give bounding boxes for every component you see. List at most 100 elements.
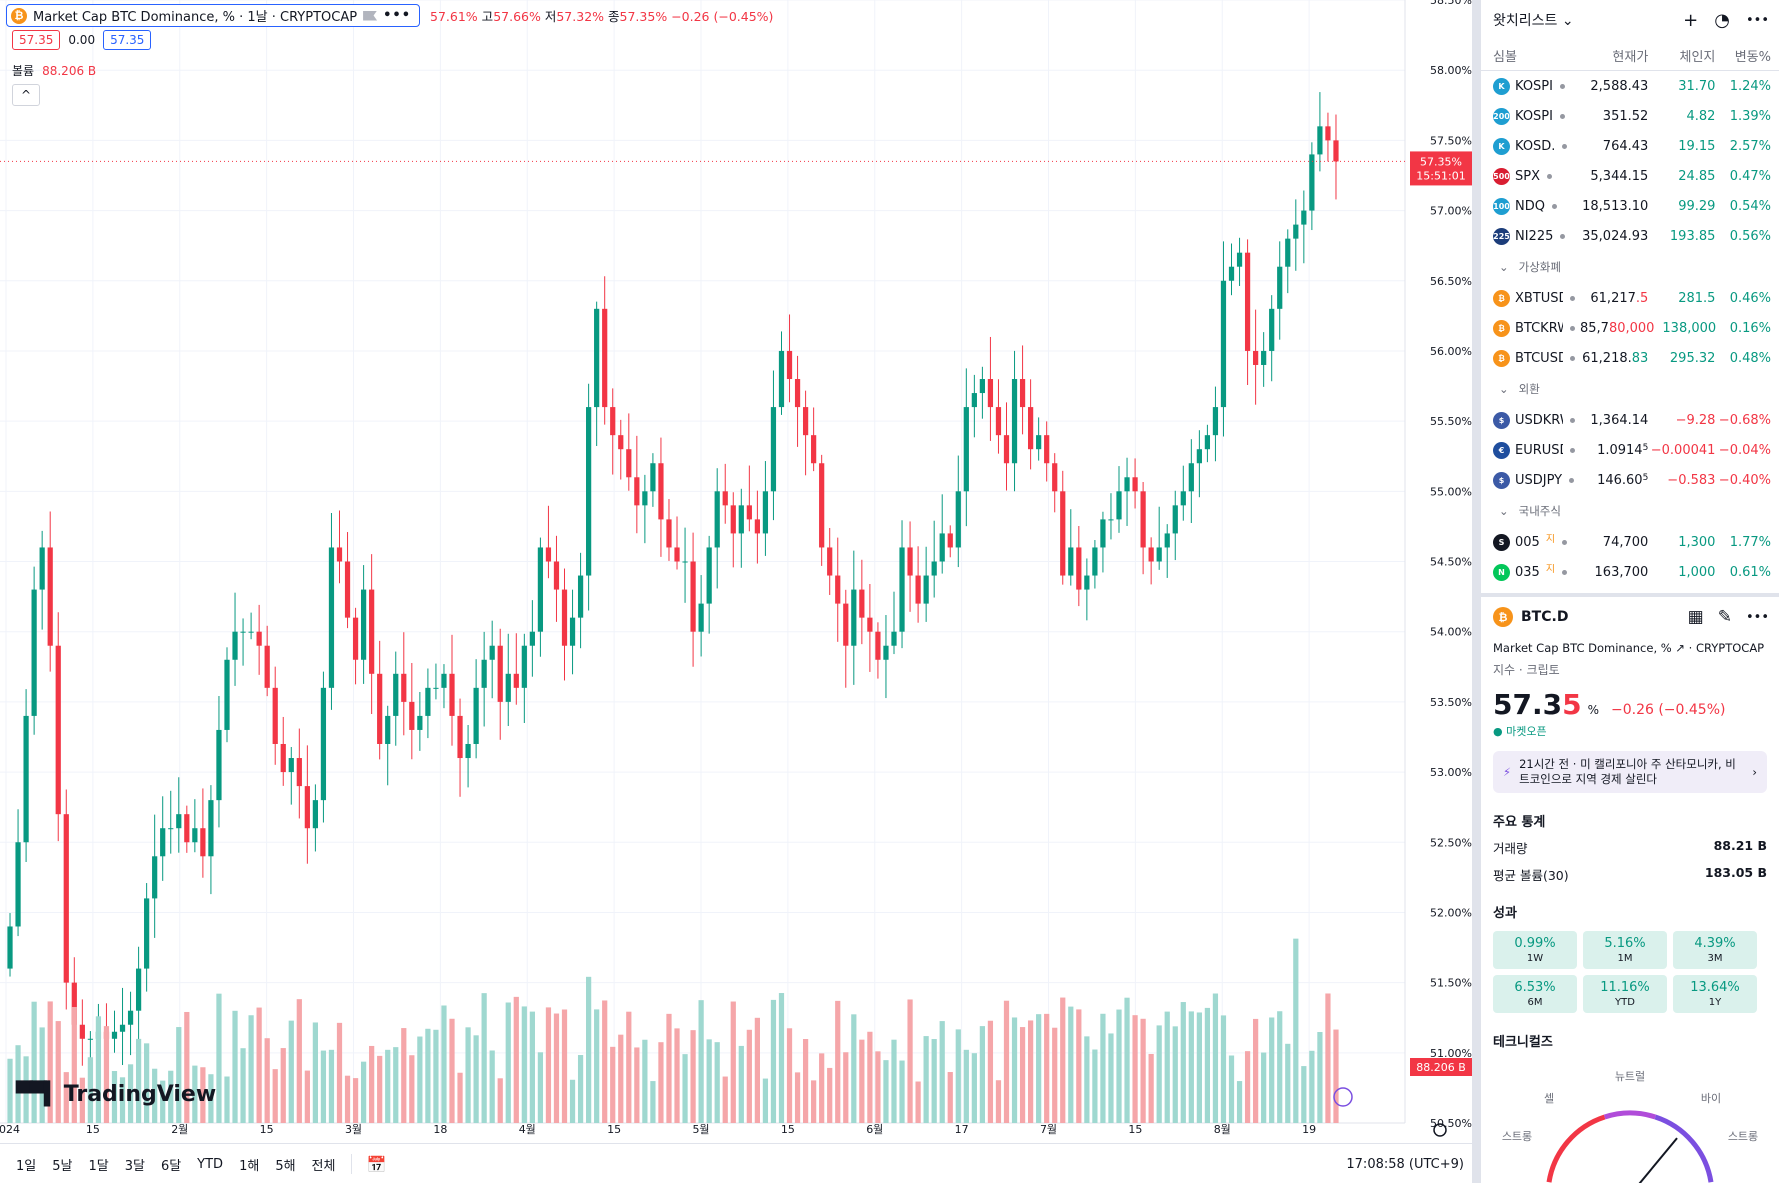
sell-price-button[interactable]: 57.35: [12, 30, 61, 50]
chart-area[interactable]: 58.50% 58.00% 57.50% 57.00% 56.50% 56.00% 55.5…: [0, 0, 1472, 1183]
watchlist-row[interactable]: 200 KOSPI 351.52 4.82 1.39%: [1481, 101, 1779, 131]
volume-bar: [248, 1015, 254, 1123]
edit-icon[interactable]: ✎: [1717, 607, 1732, 627]
timeframe-button[interactable]: YTD: [197, 1156, 224, 1172]
volume-bar: [200, 1067, 206, 1123]
volume-bar: [441, 1005, 447, 1123]
candle-body: [682, 561, 688, 563]
watchlist-row[interactable]: ₿ BTCUSD 61,218.83 295.32 0.48%: [1481, 343, 1779, 373]
performance-cell[interactable]: 11.16% YTD: [1583, 975, 1667, 1013]
candle-body: [698, 603, 704, 632]
performance-title: 성과: [1493, 906, 1517, 921]
watchlist-row[interactable]: N 035 지 163,700 1,000 0.61%: [1481, 557, 1779, 587]
performance-cell[interactable]: 4.39% 3M: [1673, 931, 1757, 969]
price-axis-label: 56.00%: [1430, 345, 1472, 358]
external-link-icon[interactable]: ↗: [1675, 641, 1685, 655]
volume-bar: [304, 1070, 310, 1123]
watchlist-section[interactable]: ⌄ 국내주식: [1481, 495, 1779, 527]
more-icon[interactable]: •••: [1745, 609, 1769, 625]
volume-bar: [521, 1006, 527, 1123]
symbol-icon: 200: [1493, 107, 1510, 125]
watchlist-row[interactable]: K KOSPI 2,588.43 31.70 1.24%: [1481, 71, 1779, 101]
news-banner[interactable]: ⚡ 21시간 전 · 미 캘리포니아 주 산타모니카, 비트코인으로 지역 경제…: [1493, 751, 1767, 793]
performance-cell[interactable]: 13.64% 1Y: [1673, 975, 1757, 1013]
volume-bar: [1301, 1066, 1307, 1123]
timeframe-button[interactable]: 5날: [52, 1158, 73, 1174]
volume-bar: [328, 1049, 335, 1123]
more-icon[interactable]: •••: [1745, 12, 1769, 28]
lightning-icon: ⚡: [1503, 765, 1512, 779]
candle-body: [79, 1024, 85, 1039]
performance-cell[interactable]: 5.16% 1M: [1583, 931, 1667, 969]
watchlist-row[interactable]: 225 NI225 35,024.93 193.85 0.56%: [1481, 221, 1779, 251]
performance-grid: 0.99% 1W 5.16% 1M 4.39% 3M 6.53% 6M 11.16% YTD 13.…: [1481, 931, 1779, 1013]
price-chart[interactable]: 58.50% 58.00% 57.50% 57.00% 56.50% 56.00% 55.5…: [0, 0, 1472, 1143]
watchlist-row[interactable]: K KOSD. 764.43 19.15 2.57%: [1481, 131, 1779, 161]
add-symbol-icon[interactable]: +: [1683, 9, 1699, 31]
performance-cell[interactable]: 6.53% 6M: [1493, 975, 1577, 1013]
details-symbol[interactable]: BTC.D: [1521, 609, 1569, 625]
watchlist-row[interactable]: $ USDKRW 1,364.14 −9.28−0.68%: [1481, 405, 1779, 435]
candle-body: [690, 561, 696, 632]
collapse-legend-button[interactable]: ^: [12, 84, 40, 106]
performance-value: 11.16%: [1600, 980, 1650, 995]
spread-value: 0.00: [68, 33, 96, 47]
tradingview-logo[interactable]: ▀▀▍ TradingView: [16, 1082, 216, 1107]
candle-body: [1036, 435, 1042, 450]
flag-icon[interactable]: [363, 10, 378, 21]
col-change[interactable]: 체인지: [1679, 49, 1716, 65]
volume-legend: 볼륨 88.206 B: [12, 62, 96, 79]
price-axis-label: 51.00%: [1430, 1047, 1472, 1060]
timeframe-button[interactable]: 3달: [124, 1158, 145, 1174]
volume-bar: [377, 1055, 383, 1123]
volume-bar: [666, 1013, 672, 1123]
watchlist-row[interactable]: $ USDJPY 146.605 −0.583 −0.40%: [1481, 465, 1779, 495]
watchlist-row[interactable]: ₿ XBTUSD 61,217.5 281.5 0.46%: [1481, 283, 1779, 313]
volume-bar: [31, 1001, 37, 1123]
volume-bar: [135, 1038, 142, 1123]
candle-body: [1052, 463, 1058, 492]
last-price: 1,364.14: [1590, 412, 1649, 428]
watchlist-section[interactable]: ⌄ 외환: [1481, 373, 1779, 405]
more-icon[interactable]: •••: [383, 8, 412, 23]
watchlist-row[interactable]: € EURUSD 1.09145−0.00041−0.04%: [1481, 435, 1779, 465]
panel-divider[interactable]: [1472, 0, 1481, 1183]
pie-chart-icon[interactable]: ◔: [1714, 9, 1730, 31]
watchlist-section[interactable]: ⌄ 가상화폐: [1481, 251, 1779, 283]
grid-icon[interactable]: ▦: [1687, 607, 1704, 627]
technicals-title[interactable]: 테크니컬즈: [1493, 1035, 1553, 1050]
watchlist-row[interactable]: ₿ BTCKRW 85,780,000 138,000 0.16%: [1481, 313, 1779, 343]
col-symbol[interactable]: 심볼: [1493, 49, 1517, 65]
last-price-text: 57.35%: [1420, 155, 1462, 168]
symbol-search-box[interactable]: ₿ Market Cap BTC Dominance, % · 1날 · CRY…: [6, 4, 421, 27]
timeframe-button[interactable]: 5해: [275, 1158, 296, 1174]
calendar-icon[interactable]: 📅: [366, 1154, 387, 1174]
timeframe-button[interactable]: 1일: [16, 1158, 37, 1174]
price-axis-label: 53.50%: [1430, 696, 1472, 709]
status-dot: [1560, 233, 1566, 239]
watchlist-row[interactable]: 100 NDQ 18,513.10 99.29 0.54%: [1481, 191, 1779, 221]
volume-bar: [385, 1049, 391, 1123]
volume-bar: [256, 1007, 262, 1123]
clock[interactable]: 17:08:58 (UTC+9): [1346, 1156, 1464, 1172]
volume-bar: [569, 1079, 576, 1123]
volume-bar: [851, 1014, 857, 1123]
market-status: ● 마켓오픈: [1493, 725, 1547, 738]
candle-body: [537, 547, 544, 632]
last-price: 1.09145: [1597, 442, 1649, 458]
col-last[interactable]: 현재가: [1612, 49, 1649, 65]
timeframe-button[interactable]: 1해: [239, 1158, 260, 1174]
watchlist-row[interactable]: S 005 지 74,700 1,300 1.77%: [1481, 527, 1779, 557]
col-change-pct[interactable]: 변동%: [1734, 49, 1771, 65]
watchlist-row[interactable]: 500 SPX 5,344.15 24.85 0.47%: [1481, 161, 1779, 191]
symbol-icon: €: [1493, 441, 1510, 459]
timeframe-button[interactable]: 전체: [311, 1158, 336, 1174]
candle-body: [658, 463, 664, 520]
buy-price-button[interactable]: 57.35: [103, 30, 152, 50]
candle-body: [1325, 126, 1331, 141]
timeframe-button[interactable]: 1달: [88, 1158, 109, 1174]
watchlist-title[interactable]: 왓치리스트 ⌄: [1493, 13, 1574, 29]
performance-cell[interactable]: 0.99% 1W: [1493, 931, 1577, 969]
timeframe-button[interactable]: 6달: [160, 1158, 182, 1174]
candle-body: [344, 561, 351, 618]
